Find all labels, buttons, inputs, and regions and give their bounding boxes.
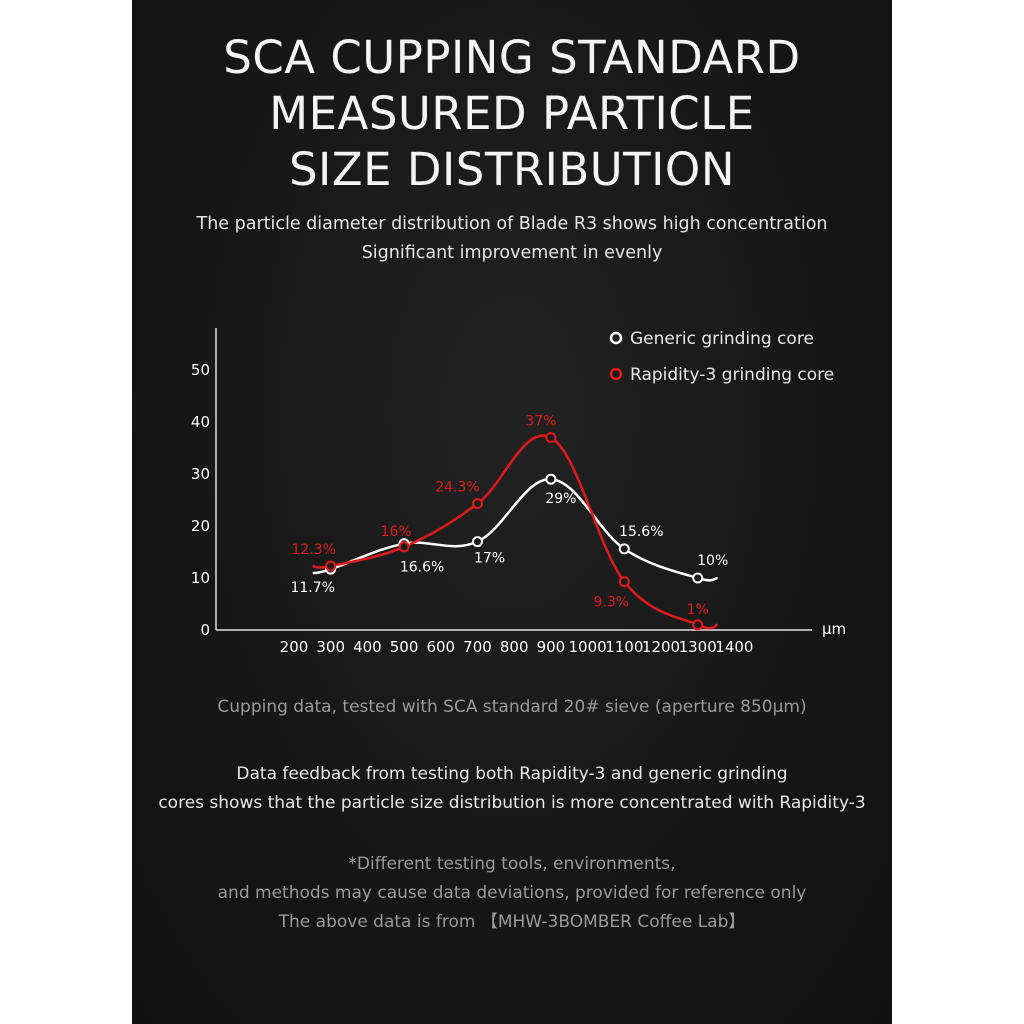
legend-label: Generic grinding core [630,329,814,349]
subtitle: The particle diameter distribution of Bl… [132,210,892,268]
title-line-2: MEASURED PARTICLE [269,87,755,140]
note-line-1: *Different testing tools, environments, [348,854,676,874]
data-label: 24.3% [435,480,479,496]
x-tick-label: 900 [537,638,566,656]
data-label: 11.7% [290,580,334,596]
data-point [472,498,483,510]
data-point [618,576,630,588]
y-tick-label: 10 [191,569,210,587]
x-tick-label: 400 [353,638,382,656]
disclaimer-note: *Different testing tools, environments, … [132,850,892,937]
data-label: 17% [474,551,505,567]
data-point [472,536,483,548]
infographic-panel: SCA CUPPING STANDARD MEASURED PARTICLE S… [132,0,892,1024]
x-tick-label: 1200 [642,638,680,656]
x-tick-label: 600 [426,638,455,656]
x-tick-label: 800 [500,638,529,656]
series-line-rapidity-3 [312,434,719,630]
data-point [325,560,337,572]
feedback-text: Data feedback from testing both Rapidity… [132,760,892,818]
data-label: 29% [545,491,576,507]
subtitle-line-1: The particle diameter distribution of Bl… [196,214,828,234]
feedback-line-1: Data feedback from testing both Rapidity… [236,764,788,784]
y-tick-label: 20 [191,517,210,535]
data-label: 12.3% [291,542,335,558]
x-tick-label: 500 [390,638,419,656]
page-title: SCA CUPPING STANDARD MEASURED PARTICLE S… [132,30,892,198]
chart-caption: Cupping data, tested with SCA standard 2… [217,697,807,717]
note-line-2: and methods may cause data deviations, p… [217,883,807,903]
data-label: 15.6% [619,524,663,540]
data-point [545,432,557,444]
legend-marker [609,367,623,381]
data-label: 1% [687,602,709,618]
legend-marker [609,331,623,345]
x-tick-label: 1100 [605,638,643,656]
x-tick-label: 1000 [569,638,607,656]
y-tick-label: 50 [191,361,210,379]
data-point [618,543,630,555]
data-point [692,619,704,631]
x-tick-label: 300 [316,638,345,656]
x-tick-label: 200 [280,638,309,656]
x-axis-unit: μm [822,620,846,638]
title-line-3: SIZE DISTRIBUTION [288,143,736,196]
data-point [398,541,410,553]
subtitle-line-2: Significant improvement in evenly [361,243,663,263]
y-tick-label: 40 [191,413,210,431]
legend-label: Rapidity-3 grinding core [630,365,834,385]
x-tick-label: 700 [463,638,492,656]
data-point [692,572,704,584]
data-label: 10% [697,553,728,569]
data-label: 16.6% [400,560,444,576]
feedback-line-2: cores shows that the particle size distr… [158,793,866,813]
data-point [545,473,557,485]
y-tick-label: 30 [191,465,210,483]
x-tick-label: 1300 [679,638,717,656]
x-tick-label: 1400 [715,638,753,656]
data-label: 37% [525,414,556,430]
y-tick-label: 0 [200,621,210,639]
title-line-1: SCA CUPPING STANDARD [223,31,801,84]
note-line-3: The above data is from 【MHW-3BOMBER Coff… [278,912,746,932]
data-label: 9.3% [594,595,630,611]
data-label: 16% [381,524,412,540]
